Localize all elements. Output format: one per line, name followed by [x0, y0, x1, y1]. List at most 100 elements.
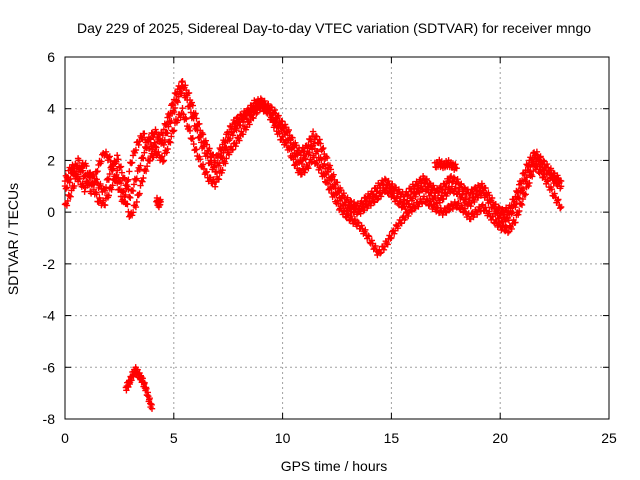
y-tick-label: -2 — [43, 256, 56, 272]
data-point — [286, 146, 293, 153]
data-point — [364, 232, 372, 239]
data-point — [143, 385, 150, 392]
data-point — [253, 110, 260, 118]
data-point — [320, 144, 327, 152]
data-point — [317, 140, 324, 147]
data-point — [422, 177, 430, 184]
y-tick-label: 0 — [47, 204, 55, 220]
data-point — [528, 157, 535, 164]
data-point — [478, 202, 486, 210]
data-point — [140, 174, 147, 182]
data-point — [226, 135, 234, 142]
data-point — [271, 106, 278, 114]
data-point — [478, 180, 486, 187]
data-point — [544, 177, 552, 184]
data-point — [91, 175, 98, 182]
data-point — [219, 167, 226, 174]
data-point — [67, 193, 74, 200]
data-point — [87, 174, 94, 181]
data-point — [214, 154, 222, 161]
data-point — [407, 188, 415, 195]
data-point — [522, 166, 529, 174]
data-point — [540, 157, 547, 164]
data-point — [370, 198, 377, 205]
data-point — [63, 184, 71, 191]
data-point — [182, 114, 189, 122]
data-point — [123, 181, 130, 189]
data-point — [407, 207, 415, 214]
data-point — [436, 199, 444, 206]
data-points — [61, 78, 565, 412]
data-point — [98, 158, 105, 165]
data-point — [211, 159, 219, 166]
data-point — [212, 168, 220, 175]
data-point — [496, 219, 503, 226]
data-point — [388, 234, 395, 241]
data-point — [70, 171, 77, 178]
x-axis-label: GPS time / hours — [281, 458, 388, 474]
data-point — [146, 395, 153, 402]
data-point — [129, 209, 137, 216]
data-point — [534, 163, 541, 170]
data-point — [193, 115, 200, 122]
data-point — [163, 149, 170, 156]
data-point — [128, 212, 136, 219]
data-point — [179, 105, 186, 112]
data-point — [169, 100, 176, 107]
data-point — [105, 154, 112, 161]
data-point — [202, 137, 209, 144]
data-point — [135, 191, 142, 199]
data-point — [461, 205, 469, 212]
data-point — [133, 198, 140, 206]
data-point — [459, 191, 466, 199]
data-point — [402, 205, 409, 213]
data-point — [168, 133, 175, 140]
data-point — [242, 112, 250, 119]
data-point — [316, 136, 323, 143]
data-point — [73, 162, 80, 170]
data-point — [517, 180, 525, 187]
data-point — [148, 405, 156, 412]
data-point — [394, 225, 402, 232]
data-point — [405, 212, 412, 220]
data-point — [89, 180, 97, 187]
data-point — [458, 180, 465, 187]
data-point — [143, 163, 151, 170]
data-point — [415, 188, 422, 195]
data-point — [166, 112, 173, 120]
data-point — [122, 191, 129, 199]
data-point — [389, 180, 396, 188]
data-point — [172, 90, 180, 97]
data-point — [156, 135, 164, 143]
data-point — [249, 105, 256, 112]
data-point — [337, 202, 345, 210]
data-point — [309, 128, 317, 135]
data-point — [206, 145, 213, 152]
data-point — [503, 208, 511, 215]
data-point — [157, 198, 164, 205]
data-point — [489, 213, 497, 220]
data-point — [473, 188, 480, 195]
data-point — [551, 190, 558, 197]
data-point — [203, 168, 210, 175]
data-point — [133, 175, 140, 182]
y-tick-label: -4 — [43, 308, 56, 324]
data-point — [290, 156, 297, 163]
data-point — [222, 137, 229, 145]
data-point — [508, 210, 515, 217]
data-point — [90, 181, 98, 188]
data-point — [67, 175, 74, 183]
data-point — [522, 191, 529, 198]
data-point — [557, 203, 565, 211]
data-point — [537, 153, 544, 160]
data-point — [306, 149, 313, 156]
data-point — [179, 78, 186, 85]
data-point — [189, 135, 196, 142]
data-point — [526, 179, 533, 187]
data-point — [217, 146, 224, 153]
data-point — [196, 120, 203, 127]
x-tick-label: 0 — [61, 430, 69, 446]
y-tick-labels: -8 -6 -4 -2 0 2 4 6 — [43, 49, 56, 427]
data-point — [314, 148, 321, 155]
